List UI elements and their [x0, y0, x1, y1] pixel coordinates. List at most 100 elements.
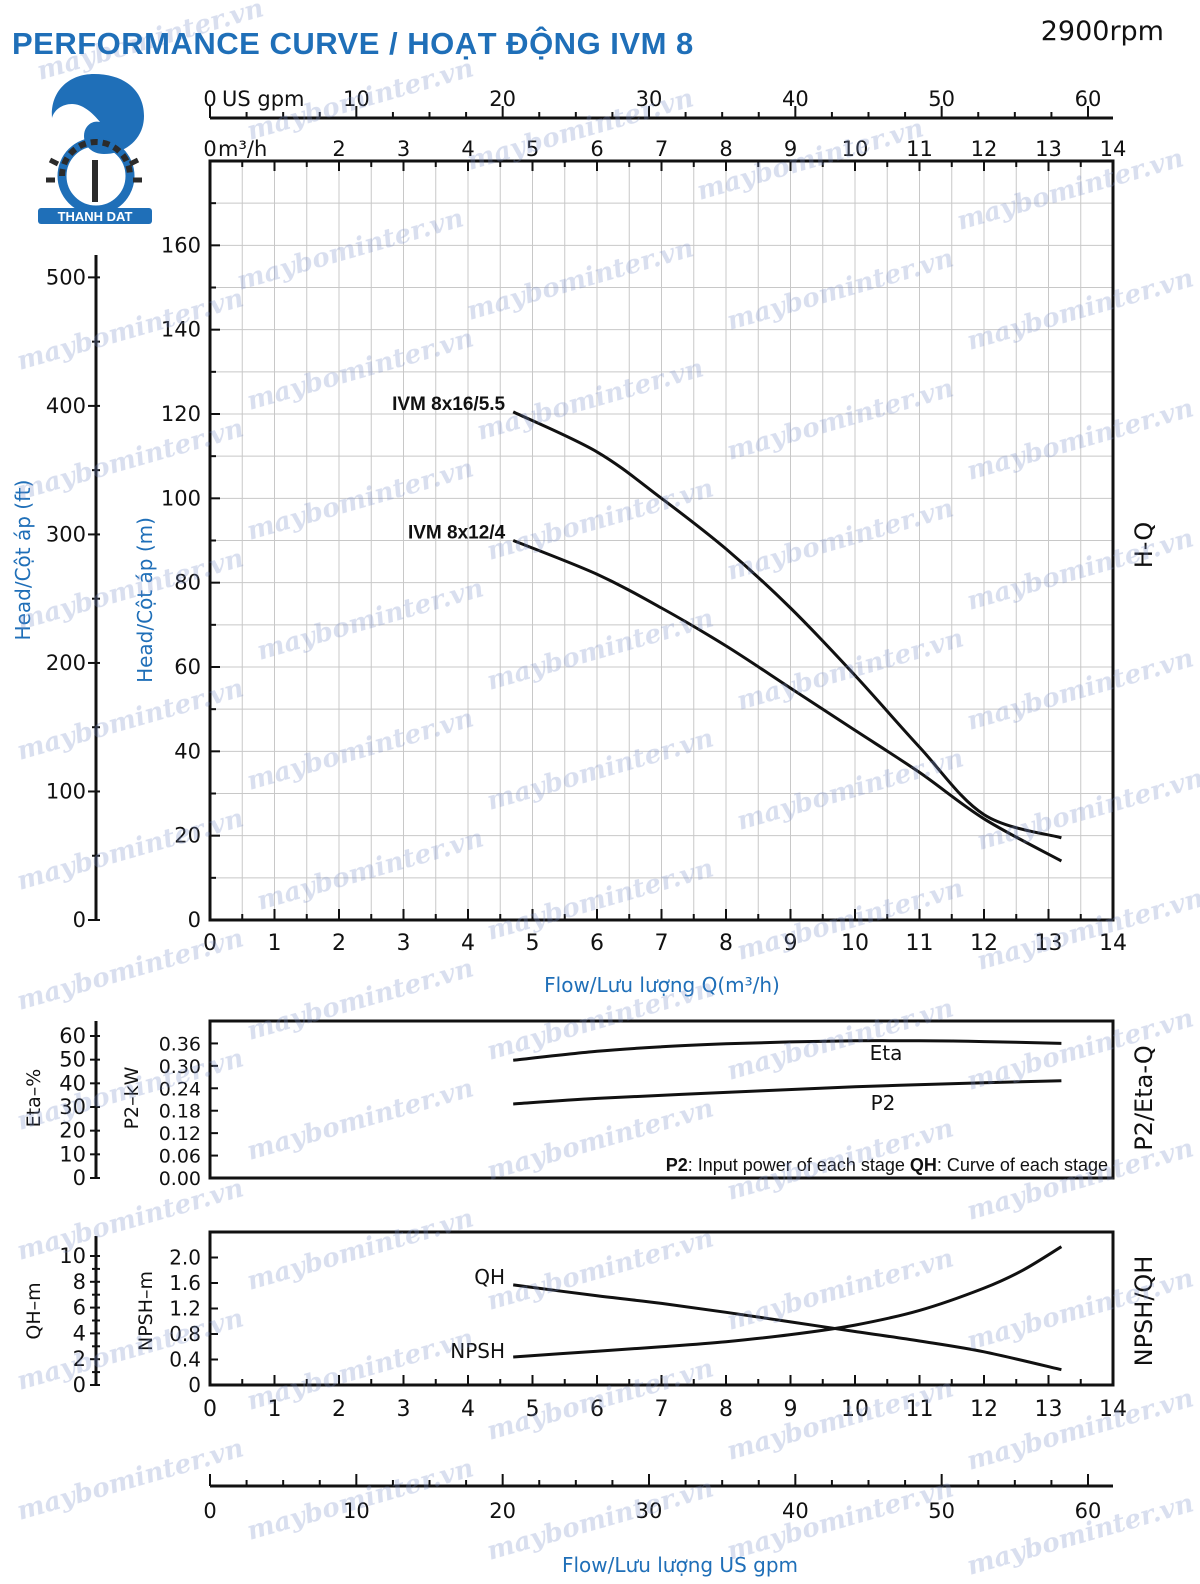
watermark: maybominter.vn [964, 1003, 1197, 1096]
top-m3h-tick-label: 12 [971, 137, 998, 161]
hq-y-m-axis-label: Head/Cột áp (m) [133, 517, 157, 683]
hq-y-m-tick-label: 0 [188, 908, 201, 932]
hq-x-tick-label: 9 [784, 931, 798, 956]
top-m3h-tick-label: 0 [203, 137, 216, 161]
top-gpm-unit: US gpm [222, 87, 305, 111]
npsh-x-tick-label: 12 [970, 1397, 998, 1422]
hq-y-m-tick-label: 160 [161, 233, 201, 257]
p2-tick-label: 0.24 [159, 1078, 201, 1100]
watermark: maybominter.vn [14, 1303, 247, 1396]
watermark: maybominter.vn [484, 723, 717, 816]
hq-side-label: H-Q [1130, 522, 1158, 568]
p2-plot-frame [208, 1019, 1115, 1180]
eta-curve-label: Eta [870, 1041, 903, 1065]
eta-tick-label: 0 [73, 1166, 86, 1190]
top-m3h-tick-label: 10 [842, 137, 869, 161]
hq-x-tick-label: 8 [719, 931, 733, 956]
hq-y-m-tick-label: 40 [174, 739, 201, 763]
npsh-axis-label: NPSH–m [135, 1271, 157, 1351]
npsh-tick-label: 2.0 [169, 1246, 201, 1270]
watermark: maybominter.vn [244, 1203, 477, 1296]
npsh-tick-label: 1.6 [169, 1271, 201, 1295]
watermark: maybominter.vn [974, 763, 1200, 856]
speed-label: 2900rpm [1040, 16, 1164, 47]
hq-y-m-tick-label: 60 [174, 655, 201, 679]
watermark: maybominter.vn [464, 233, 697, 326]
hq-y-m-tick-label: 120 [161, 402, 201, 426]
npsh-side-label: NPSH/QH [1130, 1256, 1158, 1367]
watermark: maybominter.vn [484, 1353, 717, 1446]
bottom-gpm-tick-label: 60 [1075, 1499, 1102, 1523]
watermark: maybominter.vn [484, 473, 717, 566]
qh-curve-label: QH [474, 1265, 505, 1289]
note-text: : Input power of each stage [688, 1155, 910, 1175]
top-m3h-tick-label: 14 [1100, 137, 1127, 161]
watermark: maybominter.vn [254, 573, 487, 666]
hq-x-tick-label: 11 [906, 931, 934, 956]
hq-y-ft-tick-label: 500 [46, 265, 86, 289]
eta-tick-label: 60 [59, 1024, 86, 1048]
npsh-x-tick-label: 9 [784, 1397, 798, 1422]
qh-tick-label: 6 [73, 1296, 86, 1320]
note-text: : Curve of each stage [937, 1155, 1108, 1175]
hq-x-axis-label: Flow/Lưu lượng Q(m³/h) [544, 973, 780, 997]
watermark: maybominter.vn [14, 543, 247, 636]
npsh-x-tick-label: 2 [332, 1397, 346, 1422]
npsh-tick-label: 1.2 [169, 1297, 201, 1321]
hq-y-ft-tick-label: 400 [46, 394, 86, 418]
company-logo: THANH DAT [38, 74, 152, 224]
watermark: maybominter.vn [14, 413, 247, 506]
bottom-gpm-axis-label: Flow/Lưu lượng US gpm [562, 1553, 798, 1577]
top-m3h-tick-label: 9 [784, 137, 797, 161]
qh-tick-label: 10 [59, 1244, 86, 1268]
hq-y-ft-axis-label: Head/Cột áp (ft) [11, 480, 35, 641]
top-m3h-tick-label: 3 [397, 137, 410, 161]
top-gpm-tick-label: 10 [343, 87, 370, 111]
qh-tick-label: 4 [73, 1321, 86, 1345]
npsh-x-tick-label: 8 [719, 1397, 733, 1422]
hq-x-tick-label: 14 [1099, 931, 1127, 956]
eta-tick-label: 10 [59, 1142, 86, 1166]
curve-eta [513, 1039, 1062, 1062]
watermark: maybominter.vn [234, 203, 467, 296]
hq-y-m-tick-label: 20 [174, 824, 201, 848]
hq-y-m-tick-label: 80 [174, 571, 201, 595]
npsh-x-tick-label: 6 [590, 1397, 604, 1422]
bottom-gpm-tick-label: 20 [489, 1499, 516, 1523]
eta-tick-label: 20 [59, 1119, 86, 1143]
p2-tick-label: 0.30 [159, 1056, 201, 1078]
npsh-x-tick-label: 11 [906, 1397, 934, 1422]
watermark: maybominter.vn [14, 803, 247, 896]
npsh-tick-label: 0.8 [169, 1322, 201, 1346]
watermark: maybominter.vn [244, 953, 477, 1046]
top-gpm-tick-label: 30 [636, 87, 663, 111]
bottom-gpm-tick-label: 10 [343, 1499, 370, 1523]
bottom-gpm-tick-label: 40 [782, 1499, 809, 1523]
npsh-tick-label: 0.4 [169, 1348, 201, 1372]
npsh-x-tick-label: 14 [1099, 1397, 1127, 1422]
hq-curve-label: IVM 8x12/4 [408, 523, 506, 544]
top-m3h-tick-label: 11 [906, 137, 933, 161]
bottom-gpm-tick-label: 0 [203, 1499, 216, 1523]
hq-y-ft-tick-label: 300 [46, 522, 86, 546]
npsh-x-tick-label: 4 [461, 1397, 475, 1422]
note-key: P2 [666, 1155, 688, 1175]
eta-tick-label: 30 [59, 1095, 86, 1119]
p2-axis-label: P2–kW [121, 1066, 143, 1129]
watermark: maybominter.vn [244, 1073, 477, 1166]
top-m3h-tick-label: 2 [332, 137, 345, 161]
hq-x-tick-label: 4 [461, 931, 475, 956]
top-gpm-tick-label: 20 [489, 87, 516, 111]
top-m3h-tick-label: 13 [1035, 137, 1062, 161]
npsh-curve-label: NPSH [450, 1339, 505, 1363]
watermark: maybominter.vn [14, 923, 247, 1016]
watermark: maybominter.vn [254, 823, 487, 916]
eta-tick-label: 40 [59, 1071, 86, 1095]
npsh-tick-label: 0 [188, 1373, 201, 1397]
hq-y-ft-tick-label: 200 [46, 651, 86, 675]
npsh-x-tick-label: 13 [1035, 1397, 1063, 1422]
p2-note: P2: Input power of each stage QH: Curve … [666, 1155, 1108, 1175]
top-m3h-tick-label: 7 [655, 137, 668, 161]
watermark: maybominter.vn [484, 603, 717, 696]
